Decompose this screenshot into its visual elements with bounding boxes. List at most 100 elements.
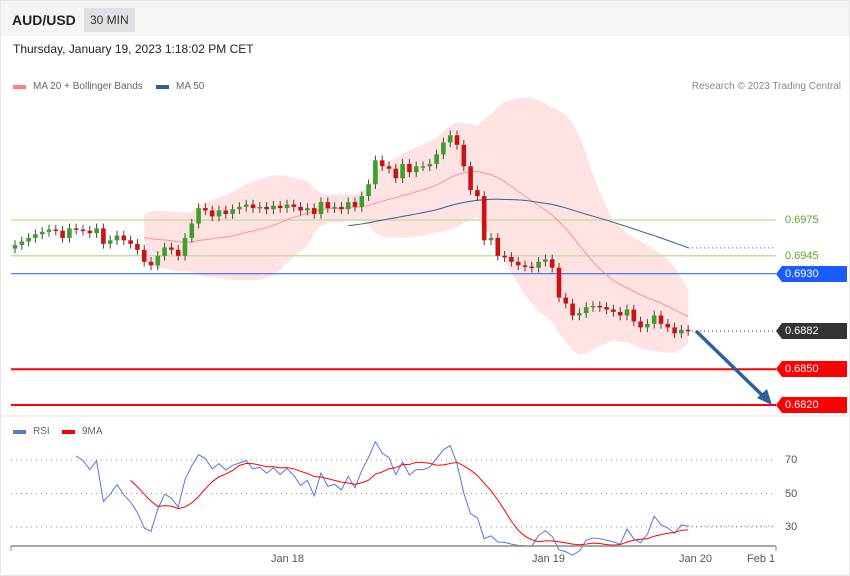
candle-body xyxy=(196,208,201,224)
candle-body xyxy=(597,305,603,308)
candle-body xyxy=(243,204,249,207)
candle-body xyxy=(373,160,378,185)
legend-label: MA 20 + Bollinger Bands xyxy=(33,81,143,92)
candle-body xyxy=(175,249,181,256)
candle-body xyxy=(590,305,596,308)
candle-body xyxy=(33,234,38,238)
candle-body xyxy=(250,204,256,209)
candle-body xyxy=(407,163,412,173)
legend-label: MA 50 xyxy=(176,81,205,92)
rsi-tick-70: 70 xyxy=(785,454,798,466)
rsi-swatch xyxy=(13,429,26,434)
candle-body xyxy=(121,235,127,241)
candle-body xyxy=(325,202,331,209)
symbol-title: AUD/USD xyxy=(12,12,76,28)
candle-body xyxy=(128,240,133,244)
timestamp: Thursday, January 19, 2023 1:18:02 PM CE… xyxy=(13,42,254,56)
candle-body xyxy=(53,229,59,232)
pivot-tag: 0.6930 xyxy=(776,266,847,282)
legend-label: 9MA xyxy=(82,426,103,437)
legend-label: RSI xyxy=(33,426,50,437)
candle-body xyxy=(12,245,18,249)
candle-body xyxy=(441,142,446,155)
rsi-tick-50: 50 xyxy=(785,488,798,500)
candle-body xyxy=(230,209,235,215)
candle-body xyxy=(672,327,677,334)
candle-body xyxy=(155,255,161,266)
candle-body xyxy=(679,329,684,334)
candle-body xyxy=(379,160,385,167)
candle-body xyxy=(393,168,399,179)
candle-body xyxy=(556,267,562,298)
candle-body xyxy=(475,190,480,197)
candle-body xyxy=(434,154,439,164)
candle-body xyxy=(46,229,52,232)
candle-body xyxy=(502,255,507,258)
candle-body xyxy=(577,313,582,316)
legend-rsi: RSI xyxy=(13,426,50,437)
candle-body xyxy=(488,237,494,241)
rsi-9ma-line xyxy=(130,461,689,546)
candle-body xyxy=(447,135,453,143)
candle-body xyxy=(257,206,263,209)
credit-text: Research © 2023 Trading Central xyxy=(691,81,841,92)
last-price-tag: 0.6882 xyxy=(776,323,847,339)
candle-body xyxy=(536,261,541,268)
candle-body xyxy=(631,309,637,322)
rsi-tick-30: 30 xyxy=(785,521,798,533)
candle-body xyxy=(638,321,643,328)
resistance-1-label: 0.6975 xyxy=(785,214,819,226)
candle-body xyxy=(318,202,324,215)
rsi-line xyxy=(75,440,689,556)
candle-body xyxy=(311,208,317,215)
candle-body xyxy=(332,206,337,209)
x-tick: Feb 1 xyxy=(747,553,776,565)
legend-ma50: MA 50 xyxy=(156,81,204,92)
candle-body xyxy=(271,205,276,210)
candle-body xyxy=(366,184,371,197)
candle-body xyxy=(26,237,31,242)
candle-body xyxy=(481,196,487,241)
candle-body xyxy=(658,315,664,324)
candle-body xyxy=(67,228,72,238)
candle-body xyxy=(604,307,609,310)
candle-body xyxy=(339,206,344,210)
candle-body xyxy=(209,210,215,217)
ma50-line xyxy=(348,198,689,249)
candle-body xyxy=(352,202,358,207)
candle-body xyxy=(114,235,120,241)
candle-body xyxy=(182,237,188,256)
timeframe-badge[interactable]: 30 MIN xyxy=(84,8,135,32)
candle-body xyxy=(645,323,650,328)
candle-body xyxy=(223,210,229,215)
candle-body xyxy=(60,230,65,238)
x-tick: Jan 19 xyxy=(532,553,566,565)
candle-body xyxy=(87,230,93,234)
legend-9ma: 9MA xyxy=(62,426,103,437)
ma9-swatch xyxy=(62,429,75,434)
ma20-swatch xyxy=(13,84,26,89)
candle-body xyxy=(162,247,167,256)
candle-body xyxy=(454,135,460,145)
candle-body xyxy=(386,166,392,169)
candle-body xyxy=(461,144,467,167)
candle-body xyxy=(685,329,691,332)
candle-body xyxy=(543,259,548,262)
ma20-line xyxy=(144,170,689,317)
x-tick: Jan 20 xyxy=(679,553,713,565)
legend-ma20: MA 20 + Bollinger Bands xyxy=(13,81,143,92)
x-tick: Jan 18 xyxy=(271,553,305,565)
header-bar: AUD/USD 30 MIN xyxy=(1,1,849,36)
candle-body xyxy=(107,240,113,244)
bollinger-band xyxy=(144,97,689,355)
candle-body xyxy=(522,265,528,267)
candle-body xyxy=(19,241,25,246)
candle-body xyxy=(611,309,616,312)
candle-body xyxy=(135,243,140,250)
candle-body xyxy=(94,228,99,234)
candle-body xyxy=(101,228,106,244)
resistance-2-label: 0.6945 xyxy=(785,250,819,262)
candle-body xyxy=(400,163,405,179)
candle-body xyxy=(216,210,222,217)
